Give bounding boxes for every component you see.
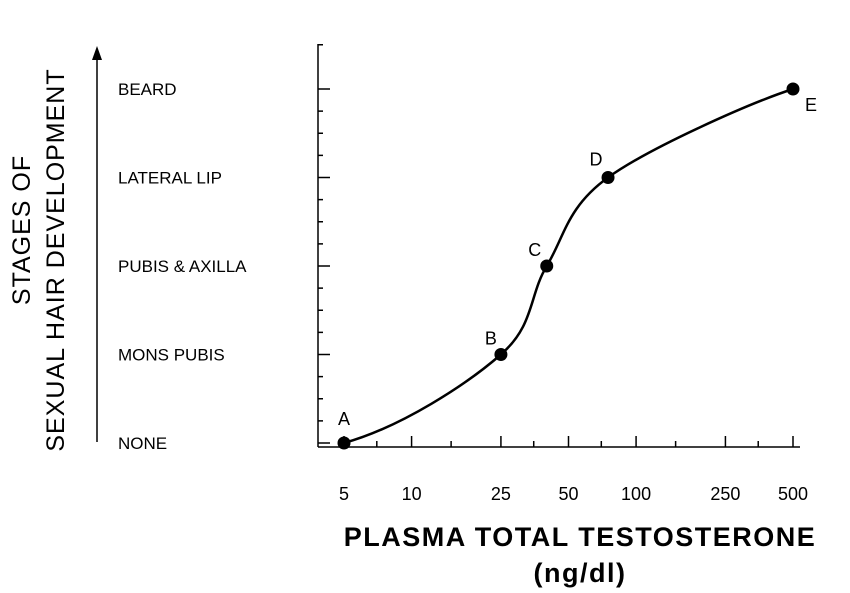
x-tick-label: 25 — [491, 484, 511, 504]
x-tick-label: 100 — [621, 484, 651, 504]
y-axis-arrow — [92, 46, 102, 442]
x-tick-label: 10 — [402, 484, 422, 504]
x-tick-label: 50 — [558, 484, 578, 504]
data-point-label: A — [338, 409, 350, 429]
y-category-labels: NONE MONS PUBIS PUBIS & AXILLA LATERAL LIP B… — [118, 80, 247, 453]
data-point-c — [540, 259, 554, 273]
y-category-label: LATERAL LIP — [118, 169, 222, 188]
data-point-label: E — [805, 95, 817, 115]
y-ticks — [318, 44, 330, 444]
x-tick-label: 500 — [778, 484, 808, 504]
series-curve — [343, 87, 794, 445]
x-tick-label: 250 — [710, 484, 740, 504]
y-axis-title-line1: STAGES OF — [8, 155, 36, 305]
x-tick-labels: 5 10 25 50 100 250 500 — [339, 484, 808, 504]
x-tick-label: 5 — [339, 484, 349, 504]
y-axis-title-line2: SEXUAL HAIR DEVELOPMENT — [42, 68, 70, 451]
data-point-label: B — [485, 329, 497, 349]
x-axis-title-line1: PLASMA TOTAL TESTOSTERONE — [344, 522, 817, 552]
data-points: A B C D E — [337, 82, 817, 450]
y-category-label: BEARD — [118, 80, 177, 99]
x-ticks — [343, 436, 794, 447]
y-category-label: MONS PUBIS — [118, 346, 225, 365]
data-point-d — [601, 171, 615, 184]
data-point-e — [786, 82, 800, 96]
x-axis-title-line2: (ng/dl) — [534, 558, 627, 588]
y-category-label: NONE — [118, 434, 167, 453]
data-point-label: D — [590, 150, 603, 170]
y-category-label: PUBIS & AXILLA — [118, 257, 247, 276]
data-point-b — [494, 348, 508, 361]
data-point-label: C — [528, 240, 541, 260]
data-point-a — [337, 436, 351, 450]
